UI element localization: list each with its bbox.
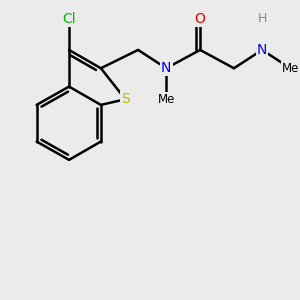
Text: H: H <box>257 12 267 26</box>
Text: N: N <box>161 61 172 75</box>
Text: N: N <box>257 43 267 57</box>
Text: H: H <box>257 12 267 26</box>
Text: O: O <box>195 12 206 26</box>
Text: S: S <box>121 92 130 106</box>
Text: Me: Me <box>158 93 175 106</box>
Text: Cl: Cl <box>62 12 76 26</box>
Text: Me: Me <box>282 62 299 75</box>
